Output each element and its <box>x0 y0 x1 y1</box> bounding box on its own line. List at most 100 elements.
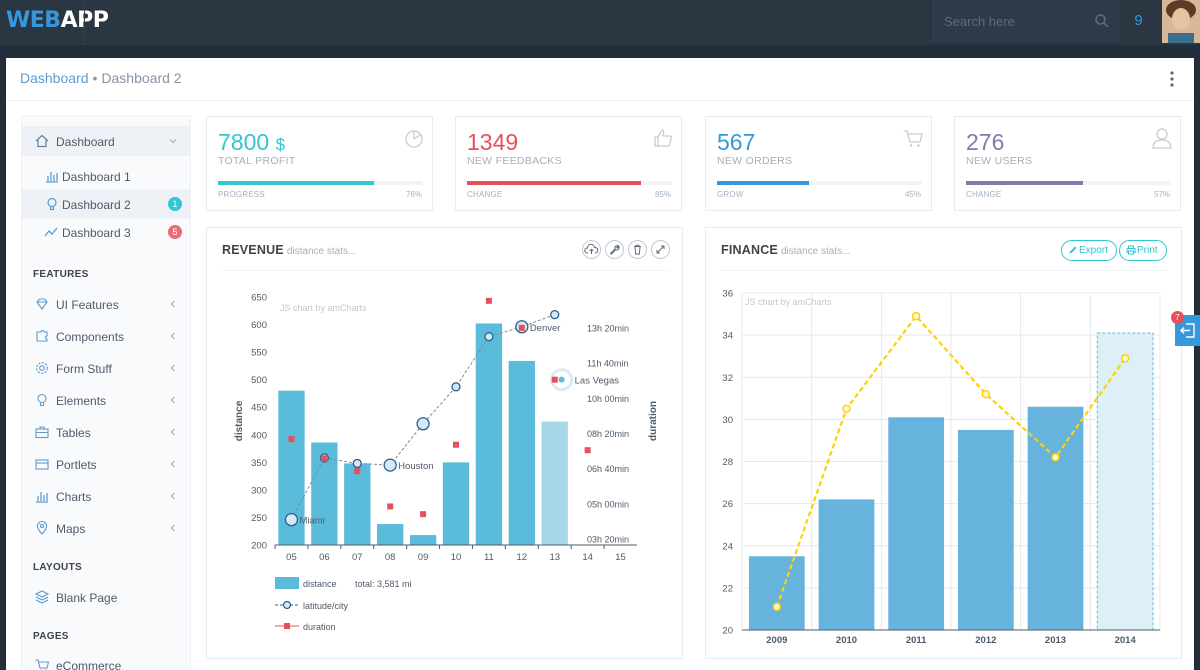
fullscreen-icon <box>656 245 665 254</box>
settings-icon <box>36 362 48 374</box>
sidebar-item-ui-features[interactable]: UI Features <box>22 289 190 319</box>
avatar[interactable] <box>1162 0 1200 43</box>
bar <box>377 524 404 545</box>
line-point <box>451 382 461 392</box>
x-tick-label: 07 <box>352 552 363 563</box>
portlet-title-text: REVENUE <box>222 243 284 257</box>
search-icon[interactable] <box>1094 13 1110 29</box>
sidebar-item-dashboard-1[interactable]: Dashboard 1 <box>22 161 190 191</box>
sidebar-item-dashboard[interactable]: Dashboard <box>22 126 190 156</box>
sidebar-item-charts[interactable]: Charts <box>22 481 190 511</box>
sidebar-item-dashboard-3[interactable]: Dashboard 3 5 <box>22 217 190 247</box>
legend-total: total: 3,581 mi <box>355 579 412 589</box>
y-tick-label: 600 <box>251 320 267 331</box>
logo[interactable]: WEBAPP <box>6 8 109 33</box>
bar <box>442 462 470 545</box>
stat-card-new-users: 276 NEW USERS CHANGE 57% <box>954 116 1181 211</box>
line-point <box>1120 354 1130 363</box>
stat-progress-label: CHANGE <box>467 190 503 199</box>
bar <box>344 463 371 545</box>
upload-button[interactable] <box>582 240 601 259</box>
chart-watermark: JS chart by amCharts <box>745 297 832 307</box>
more-vertical-icon[interactable] <box>1162 67 1182 91</box>
sidebar-heading-layouts: LAYOUTS <box>33 562 82 573</box>
fullscreen-button[interactable] <box>651 240 670 259</box>
breadcrumb-dashboard-link[interactable]: Dashboard <box>20 70 89 86</box>
sidebar-item-label: Dashboard 2 <box>62 198 131 212</box>
x-tick-label: 2012 <box>975 635 996 646</box>
settings-tool-button[interactable] <box>605 240 624 259</box>
y2-axis-label: duration <box>648 401 659 441</box>
bar <box>818 499 875 630</box>
y-tick-label: 22 <box>722 583 733 594</box>
chevron-left-icon <box>170 524 175 532</box>
y-tick-label: 36 <box>722 289 733 300</box>
sidebar-item-portlets[interactable]: Portlets <box>22 449 190 479</box>
export-button[interactable]: Export <box>1061 240 1117 261</box>
stat-progress-percent: 76% <box>405 190 422 199</box>
line-point <box>550 309 560 320</box>
sidebar-item-form-stuff[interactable]: Form Stuff <box>22 353 190 383</box>
line-point <box>383 458 397 472</box>
y2-tick-label: 11h 40min <box>587 359 628 369</box>
y-tick-label: 250 <box>251 513 267 524</box>
line-point <box>284 512 299 527</box>
legend-swatch-marker <box>282 600 292 610</box>
legend-swatch-distance <box>275 577 299 589</box>
sidebar-item-tables[interactable]: Tables <box>22 417 190 447</box>
sidebar-item-label: Elements <box>56 394 107 408</box>
sidebar-item-blank-page[interactable]: Blank Page <box>22 582 190 612</box>
stat-progress-fill <box>218 181 374 185</box>
notification-counter[interactable]: 9 <box>1118 0 1158 42</box>
duration-point <box>387 503 394 510</box>
stat-progress-label: CHANGE <box>966 190 1002 199</box>
header-divider <box>6 100 1194 101</box>
stat-number: 567 <box>717 129 756 155</box>
y-tick-label: 500 <box>251 375 267 386</box>
stat-title: NEW FEEDBACKS <box>467 155 562 167</box>
stat-value: 1349 <box>467 129 518 156</box>
sidebar-item-ecommerce[interactable]: eCommerce <box>22 650 190 670</box>
bar <box>409 535 437 545</box>
point-label: Las Vegas <box>575 376 620 387</box>
sidebar-item-elements[interactable]: Elements <box>22 385 190 415</box>
portlet-title: FINANCE distance stats... <box>721 243 850 257</box>
las-vegas-halo <box>550 368 574 392</box>
top-bar: WEBAPP 9 <box>0 0 1200 45</box>
bar <box>957 429 1014 630</box>
sidebar-item-label: Charts <box>56 490 92 504</box>
y2-tick-label: 10h 00min <box>587 394 629 404</box>
bar <box>888 417 945 630</box>
y2-tick-label: 13h 20min <box>587 324 629 334</box>
search-input[interactable] <box>934 0 1084 42</box>
sidebar-item-components[interactable]: Components <box>22 321 190 351</box>
stat-unit: $ <box>275 135 286 154</box>
stat-progress-track <box>966 181 1171 185</box>
duration-point <box>321 455 328 462</box>
sidebar-item-maps[interactable]: Maps <box>22 513 190 543</box>
portlet-subtitle: distance stats... <box>286 246 357 257</box>
briefcase-icon <box>35 426 49 439</box>
stat-title: TOTAL PROFIT <box>218 155 296 167</box>
print-icon <box>1126 245 1136 255</box>
x-tick-label: 05 <box>286 552 297 563</box>
stat-card-new-orders: 567 NEW ORDERS GROW 45% <box>705 116 932 211</box>
stat-value: 567 <box>717 129 755 156</box>
line-point <box>416 417 430 431</box>
delete-button[interactable] <box>628 240 647 259</box>
duration-point <box>453 441 459 448</box>
legend-swatch-duration <box>284 623 290 629</box>
puzzle-icon <box>36 330 48 342</box>
bulb-icon <box>37 393 47 407</box>
x-tick-label: 2010 <box>836 635 857 646</box>
sidebar-item-dashboard-2[interactable]: Dashboard 2 1 <box>22 189 190 219</box>
sidebar-item-label: Dashboard 3 <box>62 226 131 240</box>
stat-progress-percent: 85% <box>654 190 671 199</box>
x-tick-label: 2009 <box>766 635 787 646</box>
y2-tick-label: 03h 20min <box>587 535 629 545</box>
print-button[interactable]: Print <box>1119 240 1167 261</box>
stat-number: 1349 <box>467 129 519 155</box>
point-label: Denver <box>530 323 561 334</box>
chart-watermark: JS chart by amCharts <box>280 303 367 313</box>
portlet-divider <box>721 270 1168 271</box>
